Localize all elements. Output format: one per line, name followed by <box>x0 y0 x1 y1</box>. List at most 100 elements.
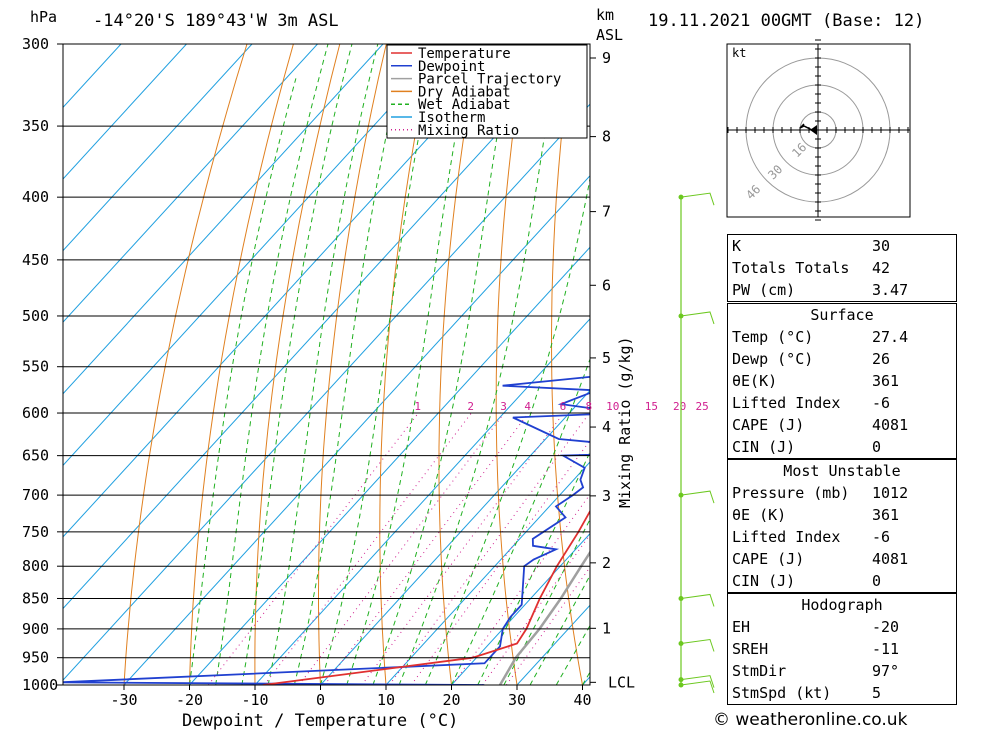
surface-li-row: Lifted Index -6 <box>728 392 956 414</box>
pressure-tick-label: 400 <box>22 188 49 206</box>
pressure-tick-label: 350 <box>22 117 49 135</box>
stmdir-value: 97° <box>872 662 900 680</box>
mixing-ratio-label: 6 <box>560 400 567 413</box>
wet-adiabat-line <box>267 44 379 685</box>
pressure-tick-label: 800 <box>22 557 49 575</box>
wet-adiabat-line <box>451 357 590 685</box>
mixing-ratio-label: 2 <box>467 400 474 413</box>
hodograph-unit: kt <box>732 46 746 60</box>
hodograph-params-table: Hodograph EH -20 SREH -11 StmDir 97° StmSpd… <box>727 593 957 705</box>
pressure-tick-label: 500 <box>22 307 49 325</box>
stmdir-row: StmDir 97° <box>728 660 956 682</box>
wet-adiabat-line <box>293 44 407 685</box>
wet-adiabat-line <box>241 44 353 685</box>
mu-cape-value: 4081 <box>872 550 909 568</box>
mu-pressure-value: 1012 <box>872 484 909 502</box>
surface-cin-row: CIN (J) 0 <box>728 436 956 458</box>
wind-barb <box>680 675 715 688</box>
pressure-tick-label: 950 <box>22 649 49 667</box>
temp-tick-label: 30 <box>508 691 526 709</box>
mixing-ratio-label: 1 <box>414 400 421 413</box>
legend-label: Wet Adiabat <box>418 97 511 113</box>
mu-li-value: -6 <box>872 528 891 546</box>
surface-cape-value: 4081 <box>872 416 909 434</box>
pressure-tick-label: 600 <box>22 404 49 422</box>
wind-barb <box>680 638 715 652</box>
wind-barb <box>680 680 715 694</box>
dry-adiabat-line <box>495 44 527 685</box>
mixing-ratio-line <box>361 412 564 685</box>
credit-link[interactable]: © weatheronline.co.uk <box>713 710 908 730</box>
isotherm-line <box>451 532 590 685</box>
most-unstable-title: Most Unstable <box>783 462 901 480</box>
surface-theta-value: 361 <box>872 372 900 390</box>
location-title: -14°20'S 189°43'W 3m ASL <box>93 11 339 31</box>
mixing-ratio-label: 10 <box>606 400 619 413</box>
isotherm-line <box>254 318 590 685</box>
most-unstable-table: Most Unstable Pressure (mb) 1012 θE (K) 36… <box>727 459 957 593</box>
mu-cin-value: 0 <box>872 572 882 590</box>
isotherm-line <box>385 461 590 685</box>
mu-cin-row: CIN (J) 0 <box>728 570 956 592</box>
totals-totals-value: 42 <box>872 259 891 277</box>
wet-adiabat-line <box>398 44 560 685</box>
surface-temp-row: Temp (°C) 27.4 <box>728 326 956 348</box>
mixing-ratio-label: 4 <box>524 400 531 413</box>
chart-curves <box>63 375 590 685</box>
isotherm-line <box>63 44 318 323</box>
wet-adiabat-line <box>189 78 297 685</box>
isotherm-line <box>63 103 590 681</box>
km-tick-label: 3 <box>602 487 611 505</box>
eh-row: EH -20 <box>728 616 956 638</box>
mixing-ratio-label: 3 <box>500 400 507 413</box>
surface-dewp-row: Dewp (°C) 26 <box>728 348 956 370</box>
km-tick-label: 1 <box>602 619 611 637</box>
surface-cin-value: 0 <box>872 438 882 456</box>
temp-tick-label: 10 <box>377 691 395 709</box>
km-tick-label: LCL <box>608 673 635 691</box>
legend-label: Dewpoint <box>418 59 485 75</box>
wind-profile <box>678 192 715 694</box>
km-tick-label: 2 <box>602 554 611 572</box>
x-axis-label: Dewpoint / Temperature (°C) <box>182 711 458 731</box>
mu-li-row: Lifted Index -6 <box>728 526 956 548</box>
isotherm-line <box>63 44 253 252</box>
dry-adiabat-line <box>438 44 480 685</box>
surface-dewp-value: 26 <box>872 350 891 368</box>
temp-tick-label: 40 <box>573 691 591 709</box>
legend-label: Isotherm <box>418 110 485 126</box>
storm-motion-marker <box>810 125 817 135</box>
surface-temp-value: 27.4 <box>872 328 909 346</box>
mixing-ratio-axis-label: Mixing Ratio (g/kg) <box>616 336 634 508</box>
temp-tick-label: 0 <box>316 691 325 709</box>
isotherm-line <box>63 44 122 109</box>
indices-table: K 30 Totals Totals 42 PW (cm) 3.47 <box>727 234 957 302</box>
stmspd-value: 5 <box>872 684 882 702</box>
wet-adiabat-line <box>529 574 590 685</box>
sreh-value: -11 <box>872 640 900 658</box>
dry-adiabat-line <box>990 44 1000 685</box>
legend-box <box>386 44 588 139</box>
mixing-ratio-label: 25 <box>696 400 709 413</box>
surface-cape-row: CAPE (J) 4081 <box>728 414 956 436</box>
chart-axes: 1 2 3 4 6 8 10 15 20 2530035040045050055060065070… <box>22 35 709 709</box>
temperature-curve <box>262 509 590 685</box>
surface-li-value: -6 <box>872 394 891 412</box>
isotherm-line <box>123 174 590 685</box>
pressure-tick-label: 900 <box>22 620 49 638</box>
isotherm-line <box>63 44 384 395</box>
mixing-ratio-line <box>505 566 590 685</box>
pressure-tick-label: 850 <box>22 589 49 607</box>
wind-barb <box>680 593 715 607</box>
km-tick-label: 7 <box>602 203 611 221</box>
mixing-ratio-line <box>263 412 472 685</box>
wet-adiabat-line <box>215 44 329 685</box>
mixing-ratio-label: 15 <box>645 400 658 413</box>
wind-barb <box>680 311 715 325</box>
legend-label: Temperature <box>418 46 511 62</box>
isotherm-line <box>63 44 515 538</box>
hodograph-params-title: Hodograph <box>801 596 883 614</box>
mixing-ratio-line <box>298 412 505 685</box>
